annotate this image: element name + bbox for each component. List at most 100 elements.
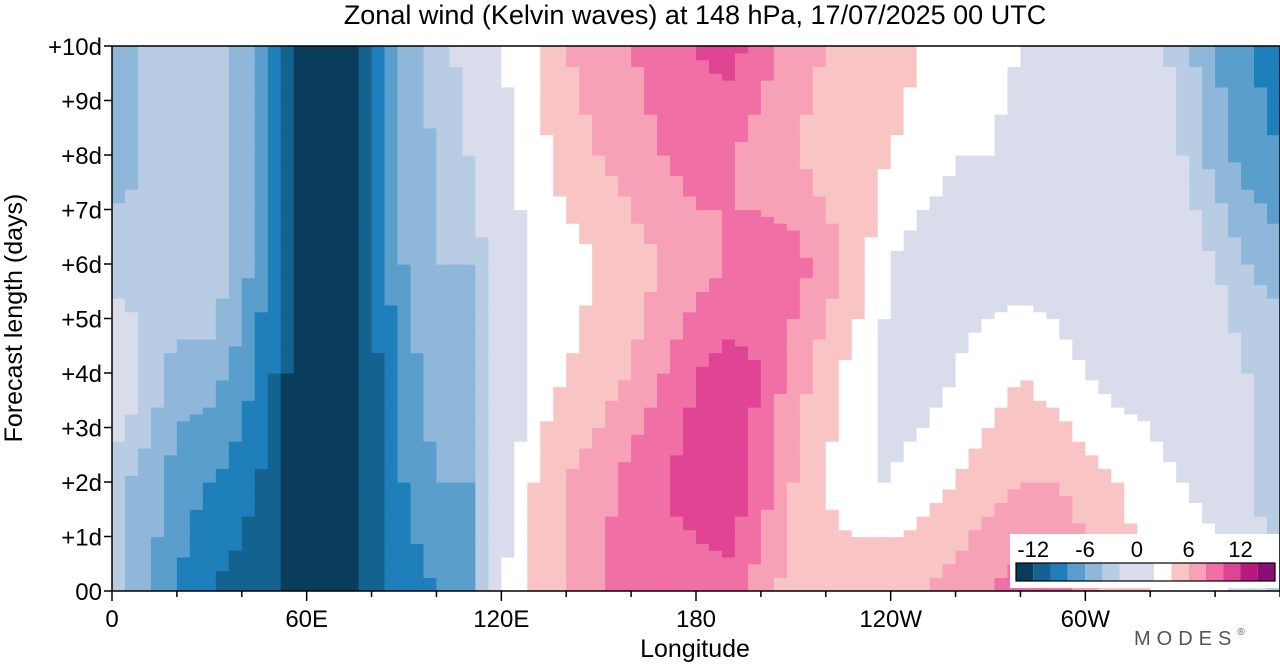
field-cell <box>760 488 775 497</box>
field-cell <box>501 550 515 558</box>
field-cell <box>657 413 671 422</box>
field-cell <box>202 264 217 272</box>
field-cell <box>631 250 645 258</box>
field-cell <box>475 168 489 177</box>
field-cell <box>293 93 308 102</box>
field-cell <box>202 434 217 442</box>
field-cell <box>864 264 879 272</box>
field-cell <box>527 522 541 531</box>
field-cell <box>150 243 165 251</box>
field-cell <box>358 236 373 245</box>
field-cell <box>734 229 749 238</box>
field-cell <box>786 148 801 156</box>
field-cell <box>280 475 295 483</box>
field-cell <box>553 100 567 108</box>
field-cell <box>566 284 580 292</box>
field-cell <box>267 168 282 177</box>
field-cell <box>644 502 658 510</box>
field-cell <box>449 46 463 54</box>
field-cell <box>124 155 139 163</box>
field-cell <box>708 345 723 354</box>
field-cell <box>384 46 399 54</box>
field-cell <box>527 80 541 88</box>
field-cell <box>319 107 334 115</box>
field-cell <box>786 202 801 211</box>
field-cell <box>449 311 463 320</box>
field-cell <box>890 468 905 476</box>
field-cell <box>553 516 567 524</box>
field-cell <box>423 386 438 395</box>
field-cell <box>189 338 204 347</box>
field-cell <box>112 400 126 408</box>
field-cell <box>202 427 217 435</box>
field-cell <box>384 434 399 442</box>
field-cell <box>903 311 918 320</box>
field-cell <box>566 120 580 129</box>
field-cell <box>267 570 282 578</box>
field-cell <box>864 427 879 435</box>
field-cell <box>670 516 684 524</box>
field-cell <box>423 441 438 449</box>
field-cell <box>423 359 438 367</box>
field-cell <box>786 161 801 170</box>
field-cell <box>566 182 580 190</box>
field-cell <box>799 400 814 408</box>
field-cell <box>306 495 321 504</box>
field-cell <box>475 454 489 463</box>
field-cell <box>423 284 438 292</box>
field-cell <box>644 46 658 54</box>
field-cell <box>254 373 269 381</box>
field-cell <box>436 359 451 367</box>
field-cell <box>475 73 489 81</box>
field-cell <box>540 168 554 177</box>
field-cell <box>449 563 463 572</box>
field-cell <box>410 482 425 490</box>
field-cell <box>579 264 593 272</box>
field-cell <box>410 584 425 591</box>
field-cell <box>812 86 827 95</box>
field-cell <box>747 338 762 347</box>
field-cell <box>877 223 892 231</box>
field-cell <box>657 155 671 163</box>
field-cell <box>436 400 451 408</box>
field-cell <box>267 516 282 524</box>
field-cell <box>760 80 775 88</box>
field-cell <box>657 236 671 245</box>
field-cell <box>683 134 697 142</box>
field-cell <box>631 475 645 483</box>
field-cell <box>293 80 308 88</box>
field-cell <box>384 291 399 299</box>
field-cell <box>527 73 541 81</box>
field-cell <box>903 577 918 585</box>
field-cell <box>215 223 230 231</box>
field-cell <box>851 318 866 326</box>
field-cell <box>228 441 243 449</box>
field-cell <box>280 229 295 238</box>
field-cell <box>734 570 749 578</box>
field-cell <box>773 73 788 81</box>
field-cell <box>410 127 425 136</box>
field-cell <box>760 420 775 429</box>
field-cell <box>553 195 567 204</box>
field-cell <box>877 270 892 279</box>
field-cell <box>696 86 710 95</box>
field-cell <box>488 359 502 367</box>
field-cell <box>890 407 905 415</box>
field-cell <box>890 584 905 591</box>
field-cell <box>189 100 204 108</box>
field-cell <box>514 393 528 401</box>
field-cell <box>799 529 814 538</box>
field-cell <box>267 441 282 449</box>
field-cell <box>747 332 762 340</box>
field-cell <box>670 441 684 449</box>
field-cell <box>890 509 905 517</box>
field-cell <box>371 229 386 238</box>
field-cell <box>838 168 853 177</box>
field-cell <box>579 93 593 102</box>
field-cell <box>605 495 619 504</box>
field-cell <box>280 59 295 68</box>
field-cell <box>436 161 451 170</box>
field-cell <box>683 100 697 108</box>
field-cell <box>254 475 269 483</box>
field-cell <box>851 270 866 279</box>
